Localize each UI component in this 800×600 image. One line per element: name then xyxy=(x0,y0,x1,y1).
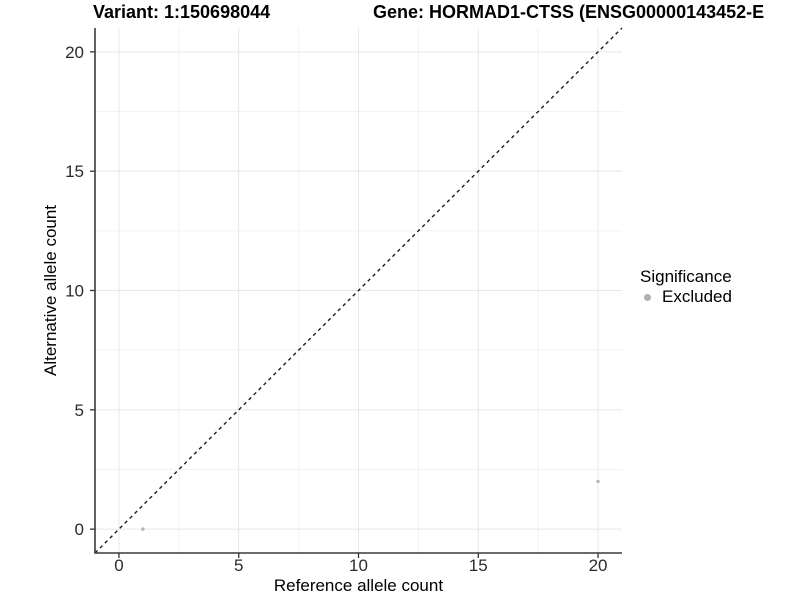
legend-item: Excluded xyxy=(640,287,732,307)
plot-title-gene: Gene: HORMAD1-CTSS (ENSG00000143452-E xyxy=(373,2,765,22)
data-point xyxy=(141,527,145,531)
legend-item-label: Excluded xyxy=(662,287,732,306)
legend-point-icon xyxy=(644,293,651,301)
x-axis-title: Reference allele count xyxy=(274,576,443,595)
y-tick-label: 0 xyxy=(75,520,84,539)
y-tick-label: 20 xyxy=(65,43,84,62)
legend: Significance Excluded xyxy=(640,267,732,307)
x-tick-label: 10 xyxy=(349,556,368,575)
x-tick-label: 5 xyxy=(234,556,243,575)
data-point xyxy=(596,479,600,484)
x-tick-label: 0 xyxy=(114,556,123,575)
x-tick-label: 15 xyxy=(469,556,488,575)
plot-title-variant: Variant: 1:150698044 xyxy=(93,2,271,22)
y-tick-label: 15 xyxy=(65,162,84,181)
y-tick-label: 10 xyxy=(65,282,84,301)
x-tick-label: 20 xyxy=(589,556,608,575)
y-tick-label: 5 xyxy=(75,401,84,420)
y-axis-title: Alternative allele count xyxy=(41,205,60,376)
identity-dashed-line xyxy=(94,27,623,554)
legend-title: Significance xyxy=(640,267,732,286)
